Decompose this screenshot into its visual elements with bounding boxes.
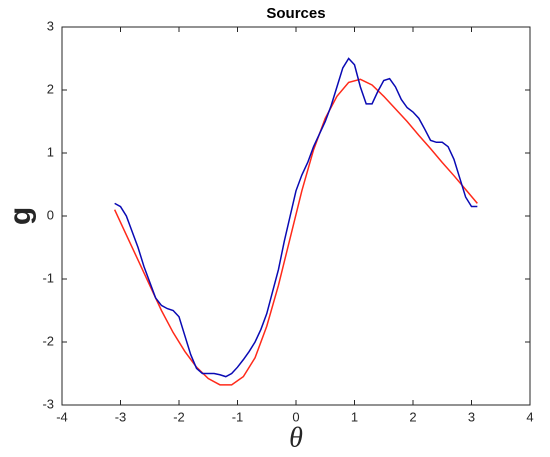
x-tick-label: -4 <box>56 409 68 424</box>
chart-title: Sources <box>266 5 325 22</box>
y-tick-label: 1 <box>47 144 54 159</box>
y-tick-label: 0 <box>47 207 54 222</box>
y-tick-label: 2 <box>47 81 54 96</box>
series-line <box>113 78 478 386</box>
series-line <box>114 57 478 378</box>
x-tick-label: -1 <box>232 409 244 424</box>
x-tick-label: 2 <box>409 409 416 424</box>
x-tick-label: -2 <box>173 409 185 424</box>
x-tick-label: 0 <box>292 409 299 424</box>
x-tick-label: -3 <box>115 409 127 424</box>
y-tick-label: -1 <box>42 270 54 285</box>
x-axis-label: θ <box>289 422 303 453</box>
x-tick-label: 1 <box>351 409 358 424</box>
y-tick-label: 3 <box>47 18 54 33</box>
y-axis-label: g <box>4 207 37 225</box>
x-tick-label: 3 <box>468 409 475 424</box>
x-tick-label: 4 <box>526 409 533 424</box>
y-tick-label: -2 <box>42 333 54 348</box>
y-tick-label: -3 <box>42 396 54 411</box>
